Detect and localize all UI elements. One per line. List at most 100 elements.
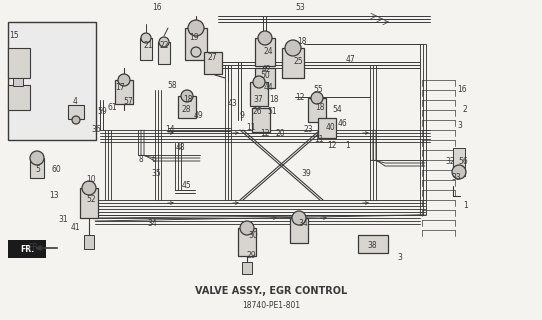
- Text: 18: 18: [297, 37, 307, 46]
- Text: 36: 36: [91, 125, 101, 134]
- Text: 4: 4: [73, 98, 78, 107]
- Text: 38: 38: [367, 242, 377, 251]
- Bar: [255, 38, 275, 66]
- Bar: [8, 48, 30, 78]
- Text: 25: 25: [293, 58, 303, 67]
- Text: 60: 60: [51, 165, 61, 174]
- Text: 61: 61: [107, 103, 117, 113]
- Bar: [282, 48, 304, 78]
- Bar: [290, 218, 308, 243]
- Text: 16: 16: [457, 85, 467, 94]
- Bar: [318, 118, 336, 138]
- Bar: [255, 68, 275, 88]
- Text: 49: 49: [193, 111, 203, 121]
- Text: 42: 42: [261, 66, 271, 75]
- Text: 28: 28: [181, 106, 191, 115]
- Text: 10: 10: [86, 175, 96, 185]
- Text: 24: 24: [263, 47, 273, 57]
- Circle shape: [452, 165, 466, 179]
- Text: 35: 35: [151, 170, 161, 179]
- Circle shape: [141, 33, 151, 43]
- Text: 52: 52: [86, 196, 96, 204]
- Bar: [308, 98, 326, 122]
- Text: 18: 18: [269, 95, 279, 105]
- Circle shape: [311, 92, 323, 104]
- Text: 2: 2: [463, 106, 467, 115]
- Circle shape: [240, 221, 254, 235]
- Text: 15: 15: [9, 30, 19, 39]
- Text: 21: 21: [143, 41, 153, 50]
- Text: 6: 6: [152, 156, 157, 164]
- Text: 56: 56: [458, 157, 468, 166]
- Bar: [84, 235, 94, 249]
- Text: 19: 19: [189, 34, 199, 43]
- Text: 11: 11: [314, 135, 324, 145]
- Bar: [238, 228, 256, 256]
- Circle shape: [181, 90, 193, 102]
- Text: 23: 23: [303, 125, 313, 134]
- Text: 33: 33: [451, 173, 461, 182]
- Text: 44: 44: [263, 84, 273, 92]
- Bar: [8, 85, 30, 110]
- Text: 54: 54: [332, 106, 342, 115]
- Text: 11: 11: [246, 124, 256, 132]
- Text: 26: 26: [252, 108, 262, 116]
- Circle shape: [292, 211, 306, 225]
- Bar: [204, 52, 222, 74]
- Text: 46: 46: [337, 119, 347, 129]
- Bar: [178, 96, 196, 118]
- Text: 40: 40: [325, 124, 335, 132]
- Text: 12: 12: [260, 130, 270, 139]
- Circle shape: [82, 181, 96, 195]
- Text: 5: 5: [36, 165, 41, 174]
- Text: 29: 29: [246, 252, 256, 260]
- Circle shape: [253, 76, 265, 88]
- Bar: [358, 235, 388, 253]
- FancyArrowPatch shape: [37, 246, 57, 250]
- Text: 39: 39: [301, 170, 311, 179]
- Circle shape: [191, 47, 201, 57]
- Bar: [252, 108, 270, 132]
- Text: 34: 34: [298, 220, 308, 228]
- Text: 37: 37: [253, 95, 263, 105]
- Text: 48: 48: [175, 143, 185, 153]
- Bar: [8, 240, 46, 258]
- Text: 55: 55: [313, 85, 323, 94]
- Bar: [250, 82, 268, 106]
- Bar: [13, 78, 23, 86]
- Text: 18: 18: [183, 95, 193, 105]
- Text: 13: 13: [49, 191, 59, 201]
- Text: 18740-PE1-801: 18740-PE1-801: [242, 300, 300, 309]
- Text: 50: 50: [260, 70, 270, 79]
- Text: FR.: FR.: [28, 244, 40, 252]
- Text: 59: 59: [97, 108, 107, 116]
- Text: 1: 1: [463, 202, 468, 211]
- Text: 58: 58: [167, 81, 177, 90]
- Text: 57: 57: [123, 98, 133, 107]
- Bar: [30, 158, 44, 178]
- Text: 9: 9: [240, 111, 244, 121]
- Circle shape: [72, 116, 80, 124]
- Text: 43: 43: [227, 100, 237, 108]
- Text: 30: 30: [248, 231, 258, 241]
- Text: 34: 34: [147, 220, 157, 228]
- Bar: [80, 188, 98, 218]
- Circle shape: [285, 40, 301, 56]
- Bar: [68, 105, 84, 119]
- Text: 16: 16: [152, 4, 162, 12]
- Bar: [8, 22, 96, 140]
- Bar: [242, 262, 252, 274]
- Text: 20: 20: [275, 130, 285, 139]
- Text: 18: 18: [315, 103, 325, 113]
- Text: 17: 17: [115, 84, 125, 92]
- Bar: [115, 80, 133, 104]
- Text: 27: 27: [207, 53, 217, 62]
- Text: 12: 12: [295, 93, 305, 102]
- Circle shape: [188, 20, 204, 36]
- Text: 31: 31: [58, 215, 68, 225]
- Bar: [185, 28, 207, 60]
- Text: 3: 3: [457, 122, 462, 131]
- Text: 1: 1: [346, 140, 350, 149]
- Text: 53: 53: [295, 4, 305, 12]
- Text: 12: 12: [327, 141, 337, 150]
